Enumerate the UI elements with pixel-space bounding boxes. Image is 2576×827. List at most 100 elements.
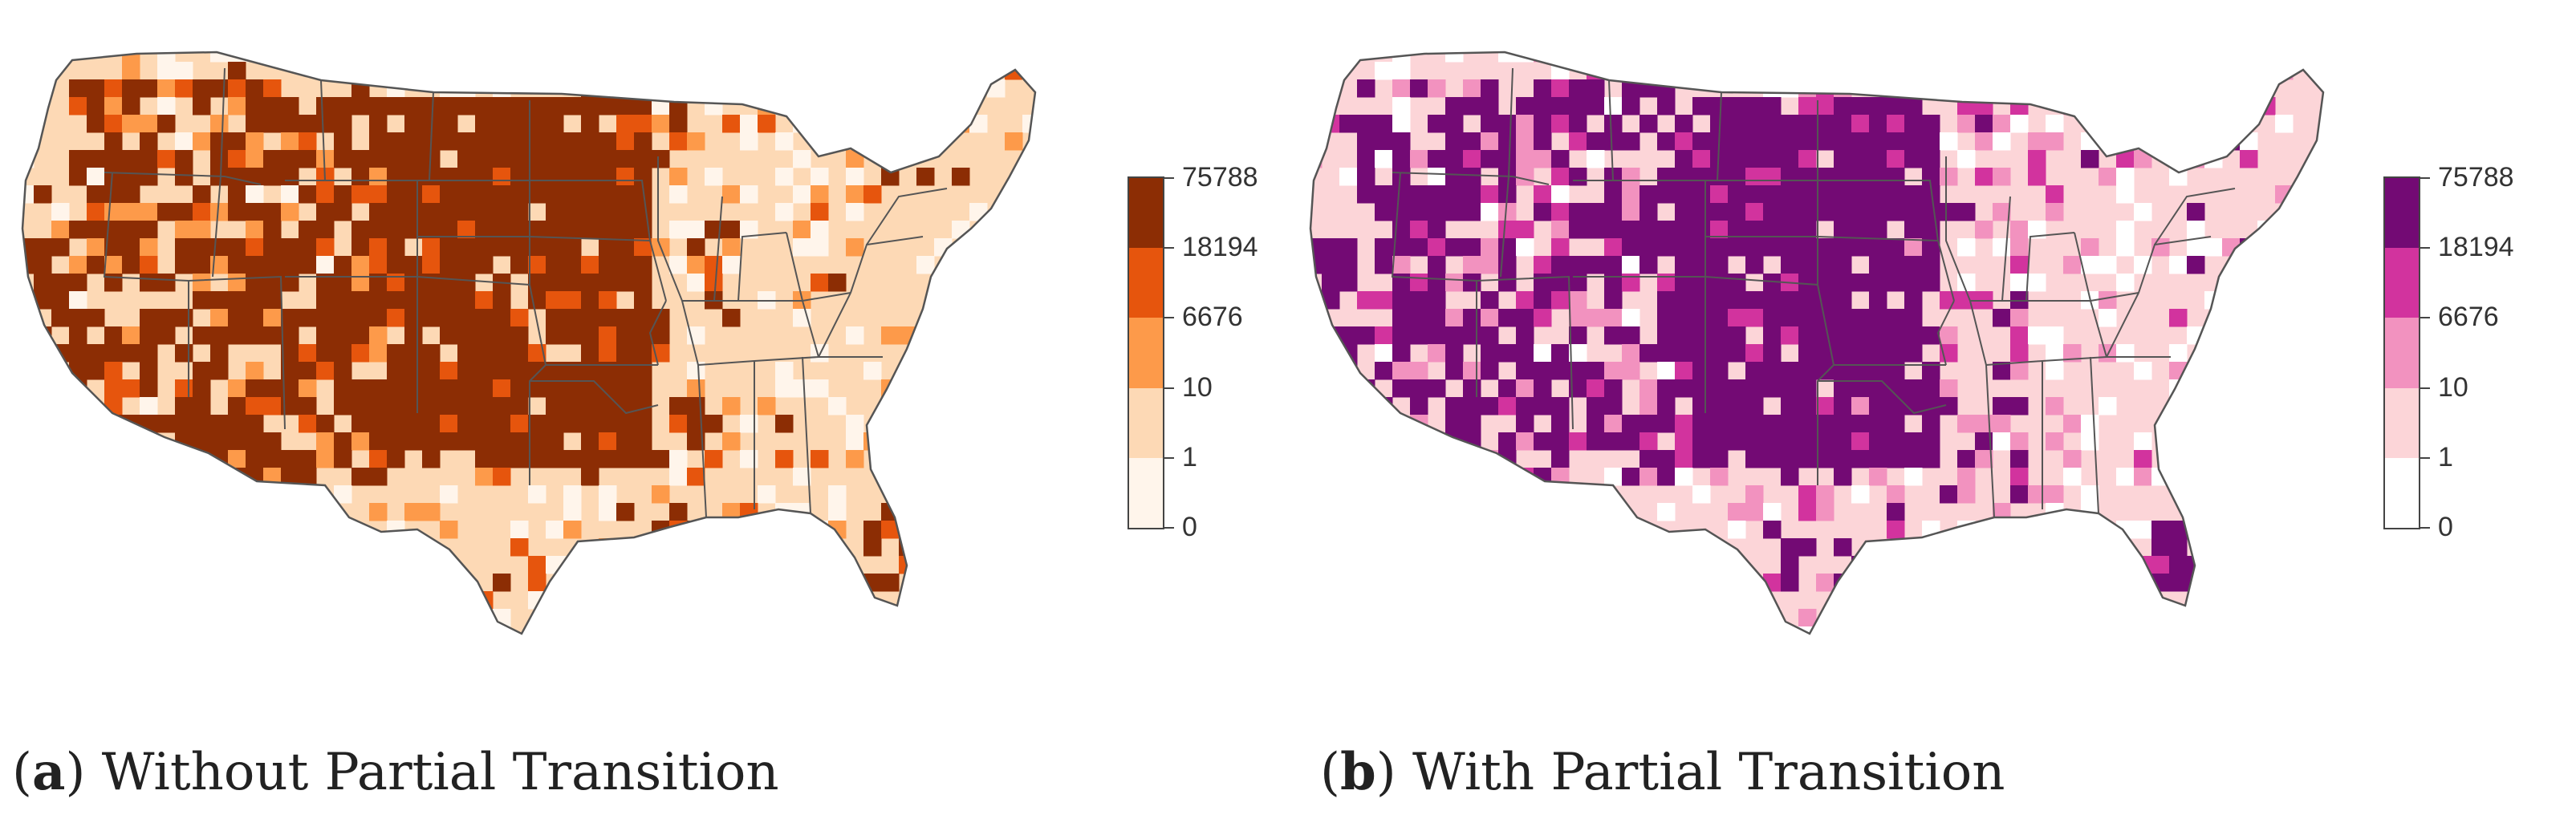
county-cell xyxy=(351,97,370,116)
county-cell xyxy=(475,609,494,627)
county-cell xyxy=(758,397,776,416)
county-cell xyxy=(616,168,635,186)
county-cell xyxy=(493,97,511,116)
county-cell xyxy=(881,609,900,627)
county-cell xyxy=(563,256,582,274)
county-cell xyxy=(1375,132,1393,151)
county-cell xyxy=(210,362,229,380)
county-cell xyxy=(1322,79,1340,98)
county-cell xyxy=(2010,432,2029,451)
county-cell xyxy=(1834,450,1852,468)
county-cell xyxy=(1798,97,1817,116)
county-cell xyxy=(1904,468,1923,486)
county-cell xyxy=(1516,291,1534,310)
county-cell xyxy=(369,150,388,168)
county-cell xyxy=(1816,168,1834,186)
state-border xyxy=(2001,196,2011,302)
county-cell xyxy=(34,521,52,539)
county-cell xyxy=(599,326,617,345)
county-cell xyxy=(634,362,652,380)
county-cell xyxy=(1375,397,1393,416)
county-cell xyxy=(140,362,158,380)
county-cell xyxy=(563,485,582,504)
county-cell xyxy=(281,468,299,486)
county-cell xyxy=(246,362,264,380)
county-cell xyxy=(140,203,158,221)
county-cell xyxy=(104,432,123,451)
county-cell xyxy=(193,432,211,451)
county-cell xyxy=(2010,238,2029,257)
county-cell xyxy=(2310,450,2323,468)
county-cell xyxy=(1851,168,1870,186)
county-cell xyxy=(546,379,564,398)
county-cell xyxy=(687,432,705,451)
county-cell xyxy=(2169,538,2188,557)
county-cell xyxy=(1392,468,1411,486)
county-cell xyxy=(1375,574,1393,592)
county-cell xyxy=(1675,221,1693,239)
county-cell xyxy=(510,132,529,151)
county-cell xyxy=(1604,326,1623,345)
county-cell xyxy=(1481,574,1499,592)
county-cell xyxy=(1005,326,1023,345)
county-cell xyxy=(1481,291,1499,310)
county-cell xyxy=(2046,185,2064,204)
county-cell xyxy=(1410,291,1428,310)
county-cell xyxy=(228,450,246,468)
county-cell xyxy=(528,432,546,451)
county-cell xyxy=(122,238,140,257)
county-cell xyxy=(299,450,317,468)
county-cell xyxy=(140,238,158,257)
county-cell xyxy=(1993,362,2011,380)
county-cell xyxy=(1692,344,1711,363)
county-cell xyxy=(457,397,476,416)
county-cell xyxy=(1463,79,1481,98)
county-cell xyxy=(1887,309,1905,327)
county-cell xyxy=(440,203,458,221)
county-cell xyxy=(758,52,776,63)
county-cell xyxy=(51,274,70,292)
county-cell xyxy=(1375,432,1393,451)
county-cell xyxy=(740,609,758,627)
county-cell xyxy=(2116,468,2135,486)
county-cell xyxy=(634,203,652,221)
county-cell xyxy=(1498,397,1517,416)
county-cell xyxy=(546,397,564,416)
county-cell xyxy=(1728,203,1746,221)
county-cell xyxy=(1922,203,1940,221)
county-cell xyxy=(404,256,423,274)
county-cell xyxy=(457,291,476,310)
county-cell xyxy=(1781,115,1799,133)
county-cell xyxy=(1569,79,1587,98)
county-cell xyxy=(740,62,758,80)
county-cell xyxy=(1993,309,2011,327)
county-cell xyxy=(599,485,617,504)
county-cell xyxy=(175,450,193,468)
county-cell xyxy=(2046,574,2064,592)
county-cell xyxy=(175,609,193,627)
county-cell xyxy=(634,185,652,204)
county-cell xyxy=(2293,521,2311,539)
county-cell xyxy=(122,62,140,80)
county-cell xyxy=(1816,132,1834,151)
county-cell xyxy=(1357,432,1375,451)
county-cell xyxy=(899,556,917,574)
county-cell xyxy=(740,221,758,239)
county-cell xyxy=(1428,115,1446,133)
county-cell xyxy=(1498,609,1517,627)
county-cell xyxy=(228,150,246,168)
county-cell xyxy=(316,538,335,557)
county-cell xyxy=(2010,274,2029,292)
county-cell xyxy=(987,221,1006,239)
county-cell xyxy=(1463,238,1481,257)
county-cell xyxy=(793,185,811,204)
county-cell xyxy=(1710,644,1729,663)
state-border xyxy=(648,300,667,366)
county-cell xyxy=(1993,238,2011,257)
county-cell xyxy=(510,415,529,433)
county-cell xyxy=(1551,503,1570,521)
county-cell xyxy=(616,238,635,257)
county-cell xyxy=(1728,626,1746,634)
county-cell xyxy=(246,221,264,239)
county-cell xyxy=(1587,203,1605,221)
